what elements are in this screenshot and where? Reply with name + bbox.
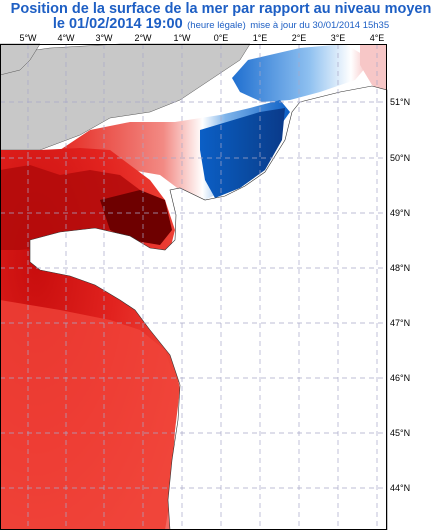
lon-label: 3°E bbox=[331, 33, 346, 43]
south-biscay-water bbox=[0, 300, 178, 530]
lat-label: 44°N bbox=[390, 483, 410, 493]
lon-label: 2°W bbox=[134, 33, 152, 43]
graticule bbox=[0, 44, 387, 530]
latitude-labels: 51°N 50°N 49°N 48°N 47°N 46°N 45°N 44°N bbox=[390, 97, 410, 493]
north-sea-east bbox=[360, 44, 387, 95]
lon-label: 1°E bbox=[253, 33, 268, 43]
forecast-date: le 01/02/2014 19:00 bbox=[52, 16, 183, 32]
lat-label: 49°N bbox=[390, 208, 410, 218]
lon-label: 5°W bbox=[19, 33, 37, 43]
update-note: mise à jour du 30/01/2014 15h35 bbox=[250, 20, 390, 31]
lon-label: 2°E bbox=[292, 33, 307, 43]
lat-label: 47°N bbox=[390, 318, 410, 328]
east-channel-water bbox=[200, 108, 285, 198]
lon-label: 0°E bbox=[214, 33, 229, 43]
lat-label: 46°N bbox=[390, 373, 410, 383]
lat-label: 50°N bbox=[390, 153, 410, 163]
lon-label: 4°E bbox=[370, 33, 385, 43]
time-note: (heure légale) bbox=[187, 20, 246, 31]
lon-label: 3°W bbox=[95, 33, 113, 43]
longitude-labels: 5°W 4°W 3°W 2°W 1°W 0°E 1°E 2°E 3°E 4°E bbox=[19, 33, 384, 43]
saint-malo-maximum bbox=[100, 190, 172, 245]
lat-label: 48°N bbox=[390, 263, 410, 273]
lon-label: 4°W bbox=[57, 33, 75, 43]
lon-label: 1°W bbox=[173, 33, 191, 43]
north-sea-water bbox=[232, 44, 372, 102]
france-land bbox=[29, 85, 388, 530]
lat-label: 45°N bbox=[390, 428, 410, 438]
map-title: Position de la surface de la mer par rap… bbox=[10, 1, 432, 17]
lat-label: 51°N bbox=[390, 97, 410, 107]
map-subtitle: le 01/02/2014 19:00 (heure légale) mise … bbox=[0, 16, 442, 34]
